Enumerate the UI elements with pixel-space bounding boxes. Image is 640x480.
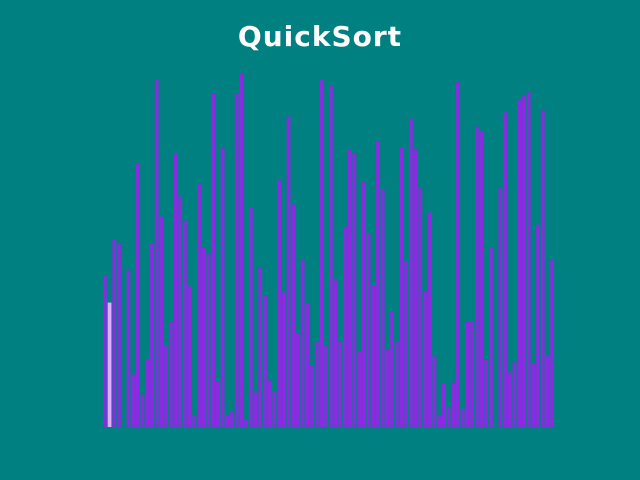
bar <box>267 380 272 427</box>
bar <box>470 320 474 427</box>
bar <box>432 356 437 427</box>
bar <box>376 140 380 427</box>
bar <box>305 303 310 427</box>
bar <box>220 147 225 427</box>
bar <box>522 96 526 427</box>
bar <box>517 100 522 427</box>
bar <box>324 346 328 427</box>
bar <box>385 349 390 427</box>
bar <box>437 414 441 427</box>
bar <box>230 411 234 427</box>
bar <box>150 243 154 427</box>
bar <box>263 295 267 427</box>
bar <box>413 149 418 427</box>
bar <box>277 180 281 427</box>
bar <box>126 270 131 427</box>
bar <box>159 216 164 427</box>
bar <box>244 418 248 427</box>
bar <box>192 414 197 427</box>
bar-active <box>107 302 112 427</box>
bar <box>536 224 540 427</box>
bar <box>329 85 333 427</box>
bar <box>456 82 460 427</box>
bar <box>371 285 376 427</box>
bar <box>112 239 117 427</box>
bar <box>135 164 140 427</box>
bar <box>314 342 319 427</box>
bar <box>418 188 423 427</box>
bar <box>347 149 352 427</box>
bar <box>540 110 545 428</box>
bar <box>154 80 159 427</box>
bar <box>140 394 145 427</box>
bar <box>380 189 385 427</box>
bar <box>248 207 253 427</box>
bar <box>291 204 296 427</box>
bar <box>503 112 507 427</box>
bar <box>427 212 432 427</box>
bar <box>197 184 201 427</box>
bar <box>216 381 220 427</box>
bar <box>272 391 277 427</box>
bar <box>131 374 135 427</box>
bar <box>404 261 409 427</box>
bar <box>357 351 361 427</box>
bar <box>460 408 465 427</box>
bar <box>319 80 324 427</box>
bar <box>225 414 230 427</box>
bar <box>173 153 178 427</box>
bar <box>474 126 479 428</box>
bar <box>390 311 394 427</box>
bar <box>178 196 183 427</box>
bar <box>507 372 512 427</box>
bar <box>310 365 314 427</box>
bar <box>258 267 263 427</box>
bar <box>164 345 168 427</box>
bar <box>361 182 366 427</box>
bar <box>442 383 446 427</box>
bar <box>253 392 258 427</box>
bar <box>423 291 427 427</box>
bar <box>333 280 338 427</box>
bar <box>479 131 484 427</box>
bar <box>489 246 493 427</box>
bar <box>103 275 107 427</box>
bar <box>286 116 291 428</box>
bar <box>409 118 413 427</box>
bar <box>206 254 211 427</box>
bar <box>300 260 305 427</box>
bar <box>394 342 399 427</box>
bar <box>399 147 404 427</box>
bar <box>211 93 215 427</box>
bar <box>366 233 371 427</box>
bar <box>526 92 531 427</box>
bar <box>281 292 286 427</box>
bar <box>512 362 517 427</box>
bar <box>117 243 121 427</box>
bar <box>531 363 536 427</box>
bar <box>168 321 173 427</box>
bar <box>545 356 550 427</box>
bar <box>550 260 554 427</box>
bar <box>338 342 343 427</box>
bar <box>451 382 456 427</box>
bar <box>234 93 239 427</box>
bar <box>465 321 470 427</box>
bar <box>145 359 150 427</box>
bar <box>352 153 357 427</box>
bar <box>498 188 503 427</box>
bar <box>187 286 192 427</box>
bar <box>239 73 244 427</box>
bar <box>201 247 206 427</box>
window-title: QuickSort <box>237 20 403 53</box>
bar <box>183 220 187 427</box>
bar <box>446 406 451 427</box>
bar <box>343 226 347 427</box>
bar <box>296 332 300 427</box>
bar <box>484 359 489 427</box>
